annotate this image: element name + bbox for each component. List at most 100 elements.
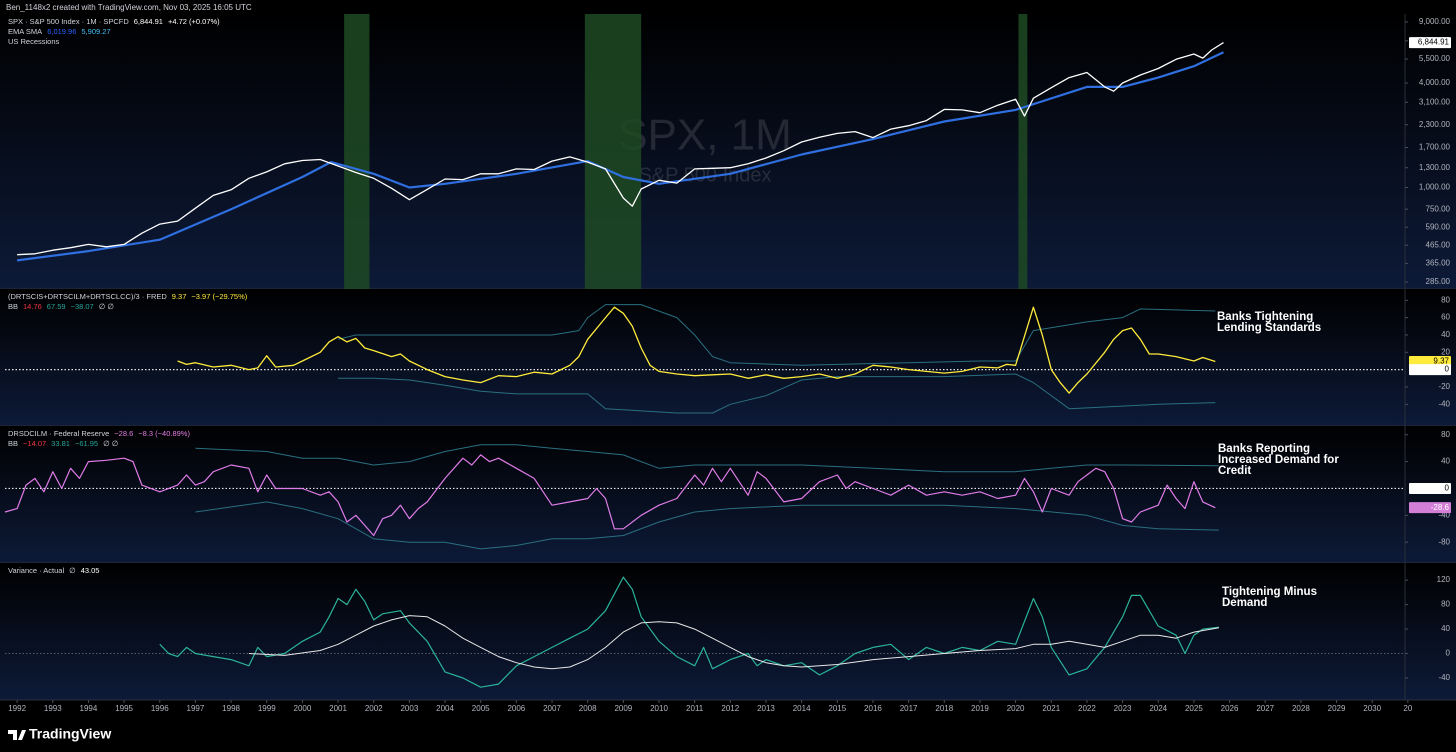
annotation: Demand (1222, 597, 1267, 609)
x-tick-label: 2018 (935, 704, 953, 713)
y-tick-label: -40 (1438, 673, 1450, 682)
footer-brand: TradingView (29, 726, 111, 742)
y-tick-label: 590.00 (1426, 222, 1451, 231)
legend-item: Variance · Actual (8, 566, 64, 575)
price-label-box (1409, 502, 1451, 514)
y-tick-label: 1,000.00 (1419, 183, 1451, 192)
series-line (177, 306, 1216, 394)
annotation: Banks Tightening (1217, 311, 1313, 323)
legend-item: 14.76 (23, 302, 42, 311)
x-tick-label: 2001 (329, 704, 347, 713)
x-tick-label: 2013 (757, 704, 775, 713)
legend-item: (DRTSCIS+DRTSCILM+DRTSCLCC)/3 · FRED (8, 292, 167, 301)
x-tick-label: 2029 (1328, 704, 1346, 713)
y-tick-label: 60 (1441, 313, 1450, 322)
y-tick-label: 40 (1441, 624, 1450, 633)
x-tick-label: 2010 (650, 704, 668, 713)
series-line (16, 51, 1224, 262)
pane-background (0, 14, 1456, 289)
legend-item: 67.59 (47, 302, 66, 311)
legend-item: US Recessions (8, 37, 60, 46)
x-tick-label: 2000 (294, 704, 312, 713)
y-tick-label: 2,300.00 (1419, 120, 1451, 129)
x-tick-label: 2007 (543, 704, 561, 713)
x-tick-label: 2012 (721, 704, 739, 713)
legend-item: −38.07 (71, 302, 94, 311)
pane-background (0, 426, 1456, 563)
legend-item: −28.6 (114, 429, 133, 438)
series-line (337, 304, 1216, 366)
legend-item: −61.95 (75, 439, 98, 448)
legend-item: SPX · S&P 500 Index · 1M · SPCFD (8, 17, 129, 26)
legend-item: BB (8, 439, 18, 448)
price-label-box (1409, 364, 1451, 376)
y-tick-label: 40 (1441, 457, 1450, 466)
y-tick-label: 750.00 (1426, 204, 1451, 213)
legend-item: 43.05 (81, 566, 100, 575)
annotation: Tightening Minus (1222, 586, 1317, 598)
y-tick-label: 80 (1441, 430, 1450, 439)
annotation: Increased Demand for (1218, 454, 1339, 466)
x-tick-label: 1996 (151, 704, 169, 713)
x-tick-label: 2014 (793, 704, 811, 713)
x-tick-label: 1999 (258, 704, 276, 713)
x-tick-label: 2020 (1007, 704, 1025, 713)
x-tick-label: 2015 (828, 704, 846, 713)
x-tick-label: 2027 (1256, 704, 1274, 713)
legend-item: EMA SMA (8, 27, 42, 36)
x-tick-label: 2028 (1292, 704, 1310, 713)
y-tick-label: 1,700.00 (1419, 143, 1451, 152)
x-tick-label: 2002 (365, 704, 383, 713)
x-tick-label: 2009 (614, 704, 632, 713)
y-tick-label: 3,100.00 (1419, 97, 1451, 106)
y-tick-label: -80 (1438, 537, 1450, 546)
annotation: Lending Standards (1217, 322, 1321, 334)
series-line (248, 615, 1219, 670)
legend-item: BB (8, 302, 18, 311)
y-tick-label: 365.00 (1426, 259, 1451, 268)
annotation: Banks Reporting (1218, 443, 1310, 455)
y-tick-label: -40 (1438, 510, 1450, 519)
y-tick-label: 0 (1446, 649, 1451, 658)
x-tick-label: 2024 (1149, 704, 1167, 713)
logo (8, 730, 26, 740)
legend-item: ∅ (69, 566, 76, 575)
y-tick-label: 1,300.00 (1419, 163, 1451, 172)
annotation: Credit (1218, 465, 1251, 477)
x-tick-label: 2016 (864, 704, 882, 713)
recession-band (344, 14, 370, 289)
x-tick-label: 2019 (971, 704, 989, 713)
x-tick-label: 2022 (1078, 704, 1096, 713)
watermark: SPX, 1M (618, 111, 792, 160)
x-tick-label: 2005 (472, 704, 490, 713)
legend-item: DRSDCILM · Federal Reserve (8, 429, 109, 438)
series-line (159, 576, 1219, 688)
price-label: 0 (1445, 365, 1450, 374)
recession-band (1018, 14, 1028, 289)
x-tick-label: 2008 (579, 704, 597, 713)
legend-item: ∅ ∅ (103, 439, 118, 448)
x-tick-label: 1995 (115, 704, 133, 713)
pane-background (0, 289, 1456, 426)
series-line (4, 454, 1216, 537)
y-tick-label: 5,500.00 (1419, 54, 1451, 63)
x-tick-label: 2025 (1185, 704, 1203, 713)
y-tick-label: 465.00 (1426, 240, 1451, 249)
recession-band (584, 14, 642, 289)
series-line (338, 373, 1216, 414)
pane-background (0, 563, 1456, 700)
x-tick-label: 20 (1403, 704, 1412, 713)
y-tick-label: -40 (1438, 399, 1450, 408)
legend-item: 9.37 (172, 292, 187, 301)
legend-item: 6,019.96 (47, 27, 76, 36)
watermark: S&P 500 Index (638, 164, 771, 186)
series-line (195, 444, 1219, 473)
legend-item: −8.3 (−40.89%) (138, 429, 190, 438)
x-tick-label: 1993 (44, 704, 62, 713)
legend-item: +4.72 (+0.07%) (168, 17, 220, 26)
x-tick-label: 1998 (222, 704, 240, 713)
x-tick-label: 1992 (8, 704, 26, 713)
legend-item: 5,909.27 (81, 27, 110, 36)
